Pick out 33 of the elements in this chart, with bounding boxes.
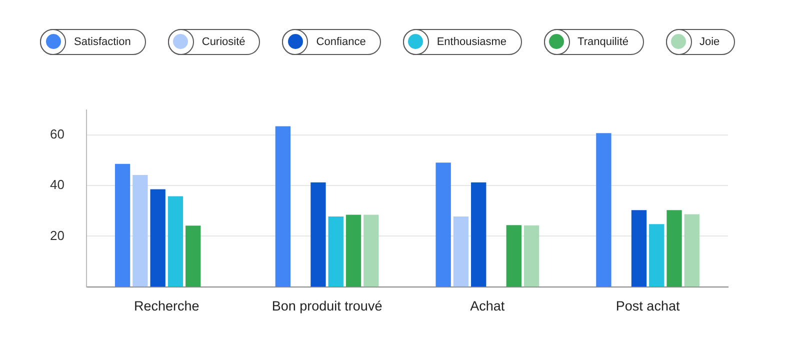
bar (328, 216, 344, 287)
bar (114, 164, 130, 287)
x-tick-label: Post achat (616, 298, 680, 314)
y-tick-label: 60 (50, 126, 64, 142)
x-tick-label: Recherche (134, 298, 200, 314)
bar (471, 182, 486, 287)
x-tick-label: Bon produit trouvé (272, 298, 382, 314)
legend-label: Enthousiasme (436, 36, 507, 48)
bar (186, 226, 201, 287)
bar (666, 210, 682, 287)
bar (524, 225, 540, 287)
bar (631, 210, 647, 287)
legend-label: Confiance (316, 36, 366, 48)
bar (506, 225, 522, 287)
legend-label: Joie (700, 36, 720, 48)
bar (168, 196, 184, 287)
y-tick-label: 20 (50, 228, 64, 243)
bar (150, 189, 166, 287)
x-tick-label: Achat (470, 298, 505, 314)
y-tick-label: 40 (50, 177, 64, 192)
bar (346, 214, 362, 287)
bar (684, 214, 700, 287)
bar (436, 162, 451, 287)
legend-label: Curiosité (202, 36, 246, 48)
bar (453, 216, 469, 287)
bar (132, 175, 148, 287)
legend-label: Tranquilité (578, 36, 628, 48)
bar (649, 224, 664, 287)
bar (596, 133, 612, 287)
bar (310, 182, 326, 287)
bar (275, 126, 291, 287)
bar (364, 214, 379, 287)
legend-label: Satisfaction (74, 36, 131, 48)
